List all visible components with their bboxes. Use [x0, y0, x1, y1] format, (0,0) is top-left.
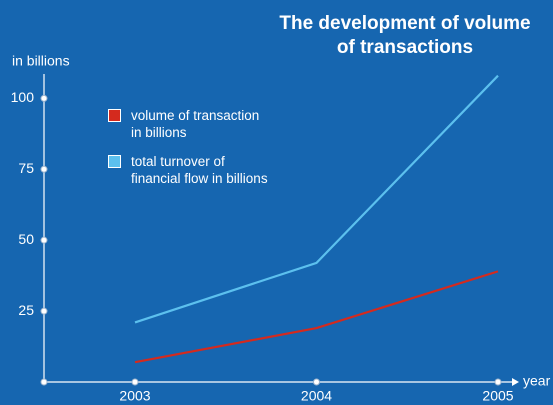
y-tick — [40, 307, 48, 315]
legend-label: volume of transaction in billions — [131, 108, 260, 140]
line — [134, 74, 499, 324]
y-tick-label: 25 — [18, 302, 34, 318]
y-tick-label: 100 — [11, 89, 35, 105]
legend-swatch — [108, 155, 121, 168]
y-tick — [40, 165, 48, 173]
x-axis-label: year — [523, 373, 551, 389]
y-tick — [40, 236, 48, 244]
y-tick-label: 75 — [18, 160, 34, 176]
x-tick — [313, 378, 320, 386]
x-tick — [494, 378, 502, 386]
legend-label: total turnover of financial flow in bill… — [131, 154, 268, 186]
x-tick — [131, 378, 139, 386]
origin-dot — [40, 378, 48, 386]
y-axis-label: in billions — [12, 53, 70, 69]
x-tick-label: 2004 — [301, 388, 332, 404]
x-axis-arrow — [512, 378, 519, 386]
x-tick-label: 2005 — [482, 388, 513, 404]
line — [134, 270, 499, 364]
legend-swatch — [108, 109, 121, 122]
x-tick-label: 2003 — [119, 388, 150, 404]
y-tick — [40, 94, 48, 102]
y-tick-label: 50 — [18, 231, 34, 247]
chart-title: The development of volume of transaction… — [279, 13, 531, 58]
